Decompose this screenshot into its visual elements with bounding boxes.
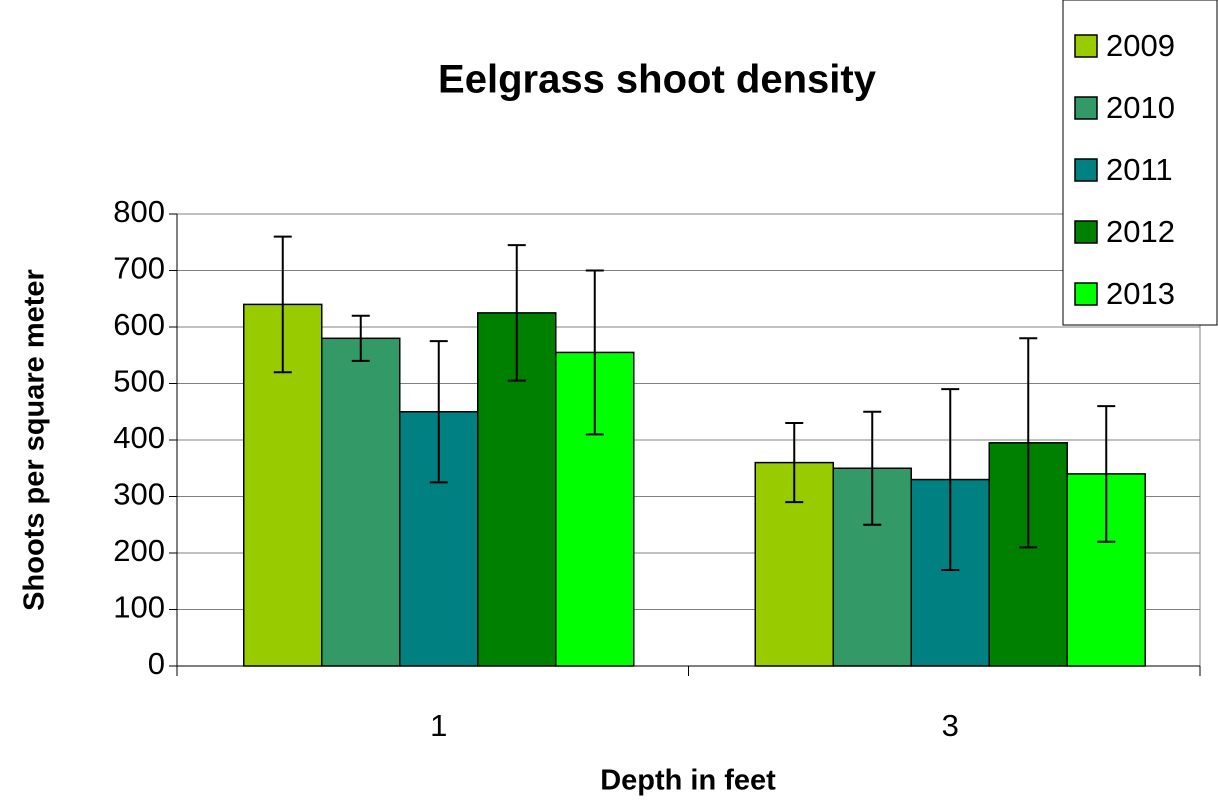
- y-tick-label: 0: [148, 646, 165, 681]
- legend-swatch: [1074, 282, 1098, 306]
- x-tick-label: 1: [430, 708, 447, 743]
- x-axis-label: Depth in feet: [600, 765, 776, 797]
- legend-swatch: [1074, 158, 1098, 182]
- y-tick-label: 800: [113, 194, 165, 229]
- legend-swatch: [1074, 96, 1098, 120]
- legend-swatch: [1074, 34, 1098, 58]
- bar: [399, 411, 479, 667]
- y-tick-label: 300: [113, 477, 165, 512]
- legend-label: 2012: [1106, 214, 1175, 249]
- legend-label: 2013: [1106, 276, 1175, 311]
- y-tick-label: 400: [113, 420, 165, 455]
- legend-label: 2011: [1106, 152, 1173, 187]
- bar: [321, 337, 401, 667]
- y-tick-label: 200: [113, 533, 165, 568]
- y-axis-label: Shoots per square meter: [19, 269, 51, 611]
- y-tick-label: 100: [113, 590, 165, 625]
- legend-label: 2009: [1106, 28, 1175, 63]
- y-tick-label: 600: [113, 307, 165, 342]
- chart-title: Eelgrass shoot density: [438, 58, 877, 102]
- legend-label: 2010: [1106, 90, 1175, 125]
- legend-swatch: [1074, 220, 1098, 244]
- y-tick-label: 700: [113, 251, 165, 286]
- y-tick-label: 500: [113, 364, 165, 399]
- x-tick-label: 3: [942, 708, 959, 743]
